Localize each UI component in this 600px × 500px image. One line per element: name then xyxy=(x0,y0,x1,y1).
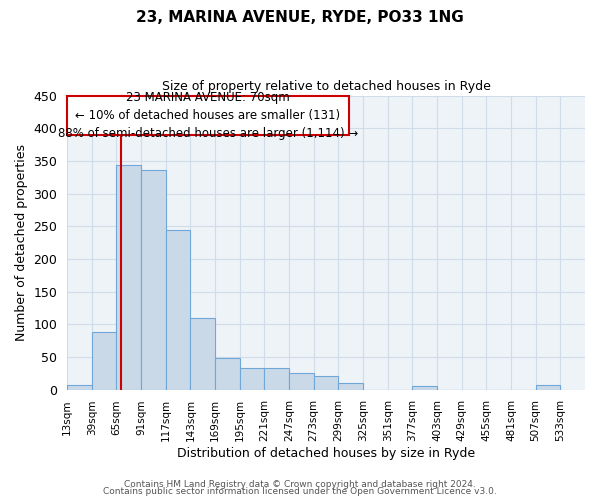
Bar xyxy=(67,385,92,390)
Y-axis label: Number of detached properties: Number of detached properties xyxy=(15,144,28,341)
Bar xyxy=(141,170,166,390)
Bar xyxy=(289,374,314,390)
Bar xyxy=(67,96,349,135)
Bar xyxy=(215,358,240,390)
Bar xyxy=(116,166,141,390)
Title: Size of property relative to detached houses in Ryde: Size of property relative to detached ho… xyxy=(161,80,491,93)
Text: Contains public sector information licensed under the Open Government Licence v3: Contains public sector information licen… xyxy=(103,487,497,496)
Bar xyxy=(92,332,116,390)
X-axis label: Distribution of detached houses by size in Ryde: Distribution of detached houses by size … xyxy=(177,447,475,460)
Text: Contains HM Land Registry data © Crown copyright and database right 2024.: Contains HM Land Registry data © Crown c… xyxy=(124,480,476,489)
Text: 23, MARINA AVENUE, RYDE, PO33 1NG: 23, MARINA AVENUE, RYDE, PO33 1NG xyxy=(136,10,464,25)
Text: 23 MARINA AVENUE: 70sqm
← 10% of detached houses are smaller (131)
88% of semi-d: 23 MARINA AVENUE: 70sqm ← 10% of detache… xyxy=(58,90,358,140)
Bar xyxy=(240,368,265,390)
Bar xyxy=(536,385,560,390)
Bar xyxy=(190,318,215,390)
Bar xyxy=(265,368,289,390)
Bar xyxy=(412,386,437,390)
Bar xyxy=(166,230,190,390)
Bar xyxy=(314,376,338,390)
Bar xyxy=(338,383,363,390)
